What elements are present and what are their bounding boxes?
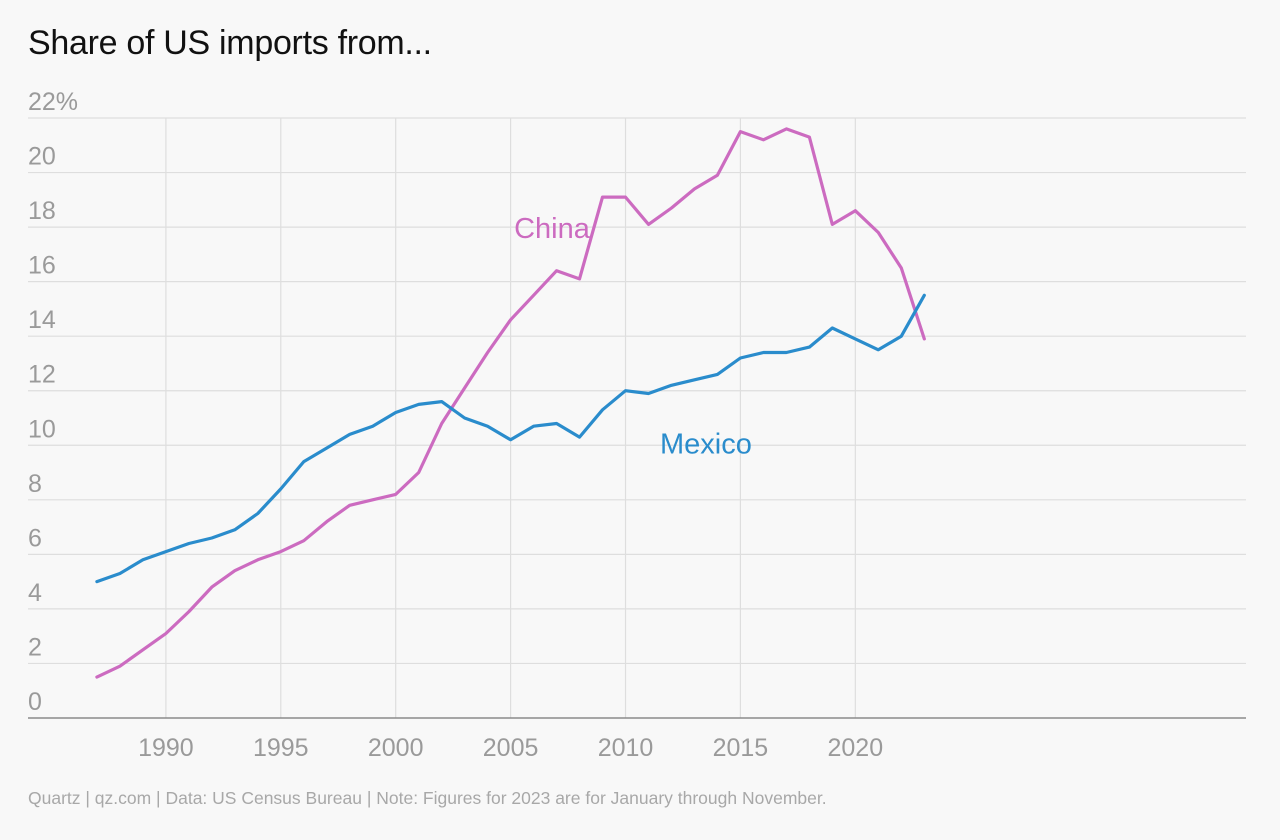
- chart-title: Share of US imports from...: [28, 24, 432, 62]
- x-tick-label-2015: 2015: [713, 734, 769, 762]
- x-tick-label-2010: 2010: [598, 734, 654, 762]
- x-tick-label-1995: 1995: [253, 734, 309, 762]
- y-tick-label-0: 0: [28, 688, 42, 716]
- x-axis-ticks: 1990 1995 2000 2005 2010 2015 2020: [138, 734, 883, 762]
- y-tick-label-2: 2: [28, 633, 42, 661]
- y-tick-label-16: 16: [28, 252, 56, 280]
- y-tick-label-14: 14: [28, 306, 56, 334]
- series-lines: [95, 127, 926, 679]
- series-labels: China Mexico: [514, 213, 752, 460]
- y-tick-label-22: 22%: [28, 88, 78, 116]
- x-tick-label-2020: 2020: [828, 734, 884, 762]
- source-note: Quartz | qz.com | Data: US Census Bureau…: [28, 788, 827, 808]
- series-label-china: China: [514, 213, 591, 245]
- y-tick-label-10: 10: [28, 415, 56, 443]
- series-line-mexico: [95, 293, 926, 584]
- grid-lines: [28, 117, 1246, 718]
- x-tick-label-1990: 1990: [138, 734, 194, 762]
- y-tick-label-12: 12: [28, 361, 56, 389]
- y-tick-label-8: 8: [28, 470, 42, 498]
- x-tick-label-2005: 2005: [483, 734, 539, 762]
- y-tick-label-18: 18: [28, 197, 56, 225]
- y-tick-label-20: 20: [28, 143, 56, 171]
- y-tick-label-4: 4: [28, 579, 42, 607]
- series-line-china: [95, 127, 926, 679]
- series-label-mexico: Mexico: [660, 428, 752, 460]
- x-tick-label-2000: 2000: [368, 734, 424, 762]
- y-tick-label-6: 6: [28, 524, 42, 552]
